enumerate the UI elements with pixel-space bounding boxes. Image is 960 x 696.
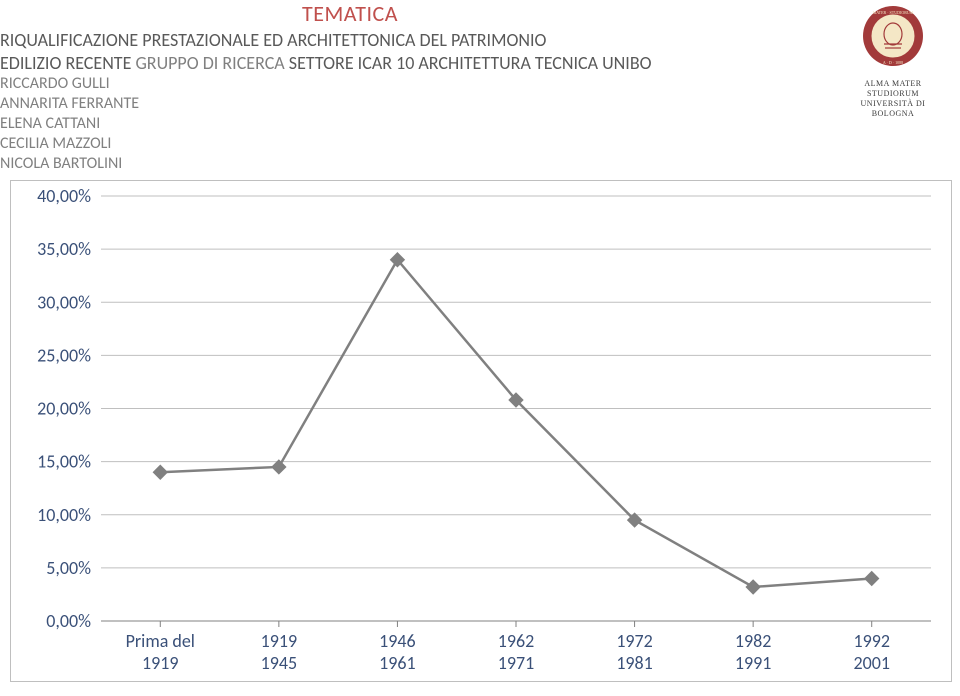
university-name-1: ALMA MATER STUDIORUM [838, 79, 948, 99]
title-line-2c: SETTORE ICAR 10 ARCHITETTURA TECNICA UNI… [289, 52, 652, 74]
university-logo: MATER · STUDIORUM A · D · 1088 ALMA MATE… [838, 4, 948, 119]
y-tick-label: 20,00% [37, 398, 91, 420]
svg-text:MATER · STUDIORUM: MATER · STUDIORUM [873, 10, 914, 15]
series-line [160, 260, 871, 587]
y-tick-label: 40,00% [37, 185, 91, 207]
x-tick-label: 1992 [853, 630, 890, 652]
x-tick-label: 1971 [498, 652, 535, 674]
y-tick-label: 25,00% [37, 344, 91, 366]
y-tick-label: 0,00% [46, 610, 91, 632]
y-tick-label: 5,00% [46, 557, 91, 579]
title-line-2a: EDILIZIO RECENTE [0, 52, 135, 74]
x-tick-label: 1946 [379, 630, 416, 652]
x-tick-label: 1919 [142, 652, 179, 674]
chart-container: 0,00% 5,00% 10,00% 15,00% 20,00% 25,00% 30,00%… [10, 180, 952, 682]
title-line-1: RIQUALIFICAZIONE PRESTAZIONALE ED ARCHIT… [0, 29, 700, 52]
author-2: ANNARITA FERRANTE [0, 94, 700, 114]
x-tick-label: 2001 [853, 652, 890, 674]
x-tick-label: 1945 [261, 652, 298, 674]
seal-icon: MATER · STUDIORUM A · D · 1088 [861, 4, 925, 68]
author-3: ELENA CATTANI [0, 114, 700, 134]
title-line-2b: GRUPPO DI RICERCA [135, 52, 288, 74]
x-tick-label: 1981 [616, 652, 653, 674]
svg-text:A · D · 1088: A · D · 1088 [883, 60, 903, 65]
line-chart: 0,00% 5,00% 10,00% 15,00% 20,00% 25,00% 30,00%… [11, 181, 951, 681]
y-tick-label: 10,00% [37, 504, 91, 526]
author-5: NICOLA BARTOLINI [0, 154, 700, 174]
x-tick-label: 1962 [498, 630, 535, 652]
author-1: RICCARDO GULLI [0, 74, 700, 94]
x-tick-label: 1919 [261, 630, 298, 652]
title-line-2: EDILIZIO RECENTE GRUPPO DI RICERCA SETTO… [0, 52, 700, 75]
tematica-label: TEMATICA [0, 0, 700, 27]
x-tick-label: 1972 [616, 630, 653, 652]
data-marker [865, 572, 879, 586]
data-marker [153, 465, 167, 479]
y-tick-label: 30,00% [37, 291, 91, 313]
y-tick-label: 35,00% [37, 238, 91, 260]
x-tick-label: 1982 [735, 630, 772, 652]
y-tick-label: 15,00% [37, 451, 91, 473]
author-4: CECILIA MAZZOLI [0, 134, 700, 154]
x-tick-label: 1961 [379, 652, 416, 674]
university-name-2: UNIVERSITÀ DI BOLOGNA [838, 99, 948, 119]
header-block: TEMATICA RIQUALIFICAZIONE PRESTAZIONALE … [0, 0, 700, 174]
x-tick-label: 1991 [735, 652, 772, 674]
data-marker [746, 580, 760, 594]
x-tick-label: Prima del [126, 630, 195, 652]
